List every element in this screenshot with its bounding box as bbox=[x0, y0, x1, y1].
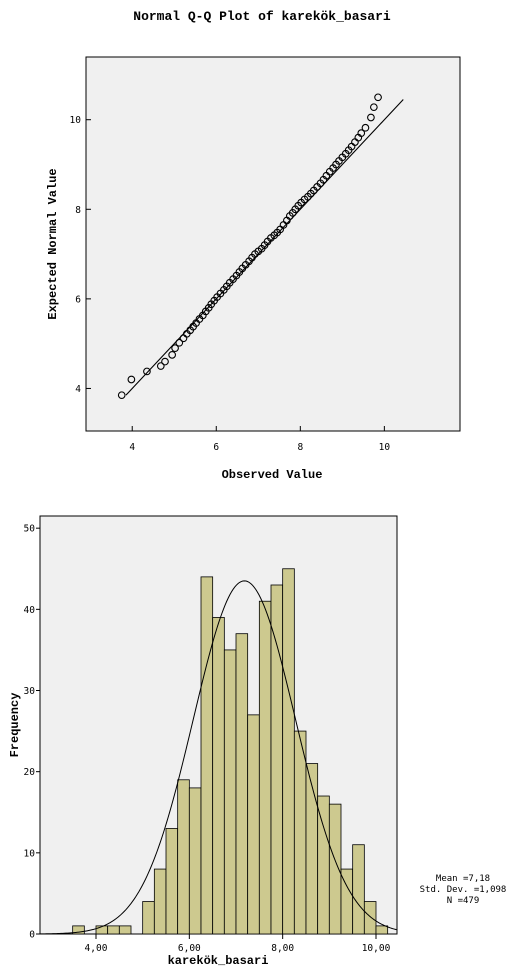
qq-y-tick-label: 8 bbox=[75, 205, 81, 216]
histogram-bar bbox=[293, 730, 307, 935]
histogram-y-tick-label: 20 bbox=[24, 767, 36, 778]
histogram-y-tick-label: 10 bbox=[24, 848, 36, 859]
histogram-x-tick-label: 6,00 bbox=[178, 943, 201, 954]
histogram-x-axis-title: karekök_basari bbox=[168, 954, 269, 968]
histogram-bar bbox=[107, 925, 120, 935]
histogram-bar bbox=[223, 649, 237, 935]
histogram-bar bbox=[142, 901, 155, 935]
qq-point bbox=[117, 391, 126, 400]
qq-x-tick-label: 4 bbox=[129, 442, 135, 453]
histogram-bar bbox=[153, 868, 167, 935]
histogram-bar bbox=[188, 787, 202, 935]
qq-point bbox=[367, 113, 375, 122]
qq-y-tick-label: 6 bbox=[75, 294, 81, 305]
qq-x-tick-label: 10 bbox=[379, 442, 391, 453]
histogram-bar bbox=[375, 925, 389, 935]
qq-point bbox=[357, 129, 366, 137]
qq-plot-area bbox=[85, 56, 461, 432]
histogram-bars bbox=[72, 568, 389, 935]
qq-points bbox=[117, 93, 382, 400]
qq-point bbox=[161, 357, 169, 366]
histogram-bar bbox=[282, 568, 295, 935]
stat-mean: Mean =7,18 bbox=[436, 874, 490, 884]
stat-std-dev: Std. Dev. =1,098 bbox=[420, 885, 507, 895]
histogram-bar bbox=[165, 828, 179, 935]
histogram-bar bbox=[247, 714, 260, 935]
histogram-y-tick-label: 40 bbox=[24, 605, 36, 616]
qq-point bbox=[143, 367, 151, 376]
qq-point bbox=[156, 362, 165, 370]
qq-y-axis: 4 6 8 10 bbox=[70, 115, 91, 395]
histogram-bar bbox=[352, 844, 365, 935]
histogram-bar bbox=[328, 803, 342, 935]
histogram-y-tick-label: 0 bbox=[29, 930, 35, 941]
qq-point bbox=[127, 375, 136, 384]
qq-y-axis-title: Expected Normal Value bbox=[46, 168, 60, 319]
histogram-x-tick-label: 4,00 bbox=[85, 943, 108, 954]
qq-point bbox=[361, 123, 370, 132]
histogram-x-tick-label: 10,00 bbox=[362, 943, 391, 954]
qq-x-axis: 4 6 8 10 bbox=[129, 426, 390, 453]
qq-point bbox=[370, 103, 378, 112]
histogram: 4,00 6,00 8,00 10,00 0 10 20 30 40 50 karekök_ba… bbox=[8, 515, 507, 968]
histogram-x-axis: 4,00 6,00 8,00 10,00 bbox=[85, 934, 391, 954]
histogram-bar bbox=[317, 795, 330, 935]
histogram-bar bbox=[235, 633, 249, 935]
histogram-bar bbox=[363, 901, 377, 935]
histogram-y-axis-title: Frequency bbox=[8, 693, 22, 758]
qq-plot-title: Normal Q-Q Plot of karekök_basari bbox=[133, 9, 391, 24]
qq-x-axis-title: Observed Value bbox=[222, 468, 323, 482]
qq-plot: Normal Q-Q Plot of karekök_basari 4 6 8 10 … bbox=[46, 9, 461, 482]
histogram-bar bbox=[72, 925, 85, 935]
histogram-bar bbox=[177, 779, 190, 935]
histogram-y-tick-label: 50 bbox=[24, 524, 36, 535]
histogram-y-tick-label: 30 bbox=[24, 686, 36, 697]
normal-curve bbox=[39, 580, 398, 935]
stat-n: N =479 bbox=[447, 896, 480, 906]
qq-x-tick-label: 8 bbox=[297, 442, 303, 453]
qq-point bbox=[168, 351, 176, 359]
qq-point bbox=[175, 338, 184, 347]
qq-point bbox=[171, 344, 179, 352]
histogram-bar bbox=[118, 925, 132, 935]
histogram-bar bbox=[212, 617, 225, 935]
qq-y-tick-label: 4 bbox=[75, 384, 81, 395]
qq-x-tick-label: 6 bbox=[213, 442, 219, 453]
histogram-bar bbox=[258, 600, 272, 935]
histogram-bar bbox=[270, 584, 284, 935]
histogram-bar bbox=[200, 576, 214, 935]
histogram-y-axis: 0 10 20 30 40 50 bbox=[24, 524, 40, 941]
qq-point bbox=[374, 93, 382, 102]
qq-y-tick-label: 10 bbox=[70, 115, 82, 126]
histogram-x-tick-label: 8,00 bbox=[271, 943, 294, 954]
histogram-bar bbox=[305, 763, 319, 935]
